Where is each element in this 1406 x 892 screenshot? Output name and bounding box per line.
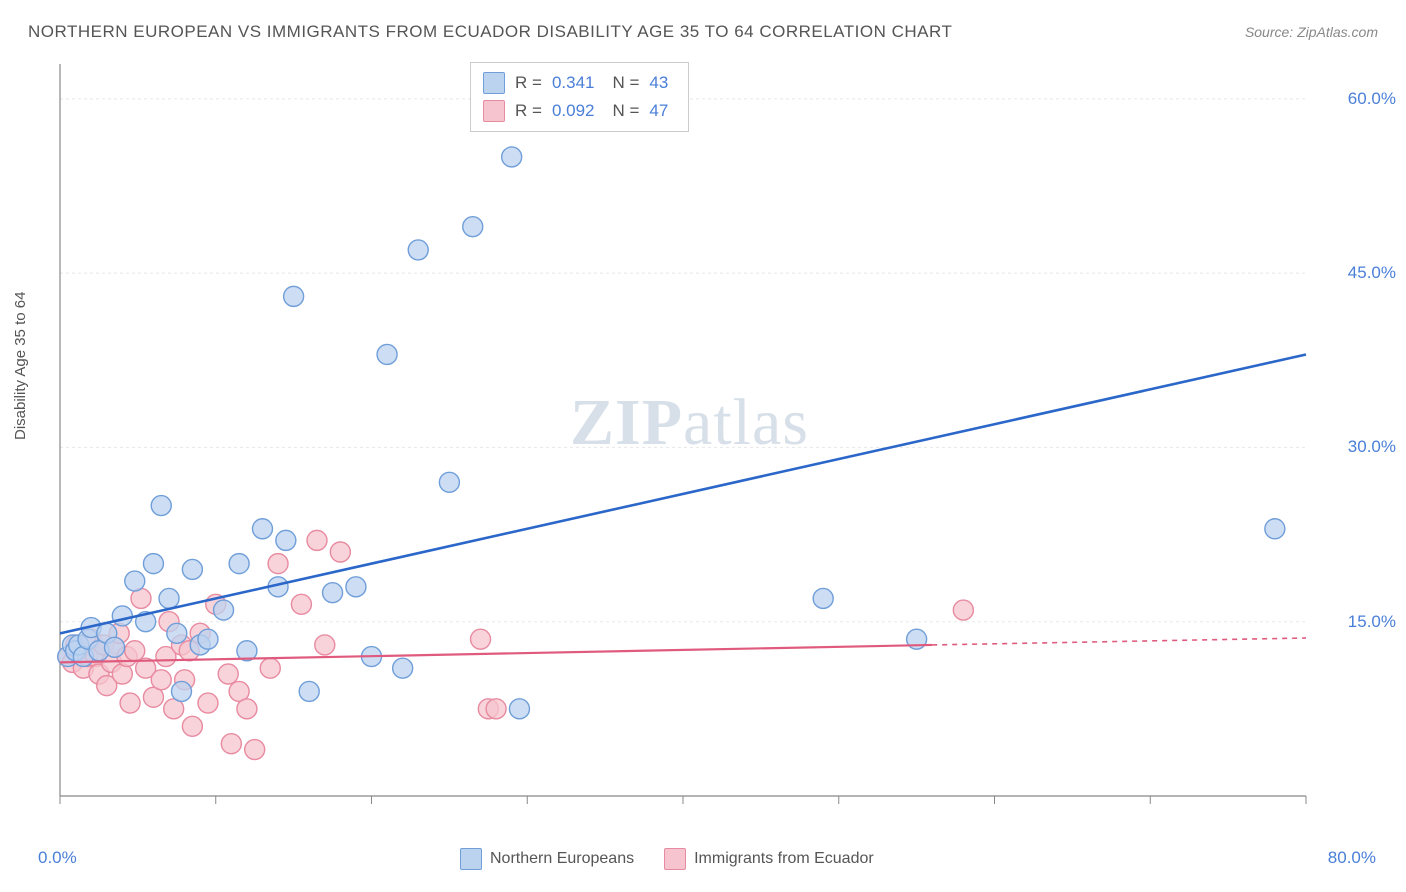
legend-label-blue: Northern Europeans — [490, 850, 634, 868]
r-label: R = — [515, 97, 542, 125]
r-value-blue: 0.341 — [552, 69, 595, 97]
y-tick-label: 30.0% — [1348, 437, 1396, 457]
stats-legend-box: R = 0.341 N = 43 R = 0.092 N = 47 — [470, 62, 689, 132]
swatch-blue-icon — [483, 72, 505, 94]
legend-item-pink: Immigrants from Ecuador — [664, 848, 874, 870]
n-value-pink: 47 — [649, 97, 668, 125]
swatch-pink-icon — [483, 100, 505, 122]
scatter-chart — [56, 60, 1366, 820]
x-max-label: 80.0% — [1328, 848, 1376, 868]
y-tick-label: 15.0% — [1348, 612, 1396, 632]
source-label: Source: ZipAtlas.com — [1245, 24, 1378, 40]
y-tick-label: 60.0% — [1348, 89, 1396, 109]
bottom-legend: Northern Europeans Immigrants from Ecuad… — [460, 848, 874, 870]
swatch-blue-icon — [460, 848, 482, 870]
r-label: R = — [515, 69, 542, 97]
legend-label-pink: Immigrants from Ecuador — [694, 850, 874, 868]
y-tick-label: 45.0% — [1348, 263, 1396, 283]
legend-item-blue: Northern Europeans — [460, 848, 634, 870]
chart-title: NORTHERN EUROPEAN VS IMMIGRANTS FROM ECU… — [28, 22, 952, 42]
stats-row-pink: R = 0.092 N = 47 — [483, 97, 676, 125]
x-min-label: 0.0% — [38, 848, 77, 868]
r-value-pink: 0.092 — [552, 97, 595, 125]
n-label: N = — [612, 69, 639, 97]
n-label: N = — [612, 97, 639, 125]
y-axis-label: Disability Age 35 to 64 — [12, 292, 29, 440]
stats-row-blue: R = 0.341 N = 43 — [483, 69, 676, 97]
swatch-pink-icon — [664, 848, 686, 870]
n-value-blue: 43 — [649, 69, 668, 97]
